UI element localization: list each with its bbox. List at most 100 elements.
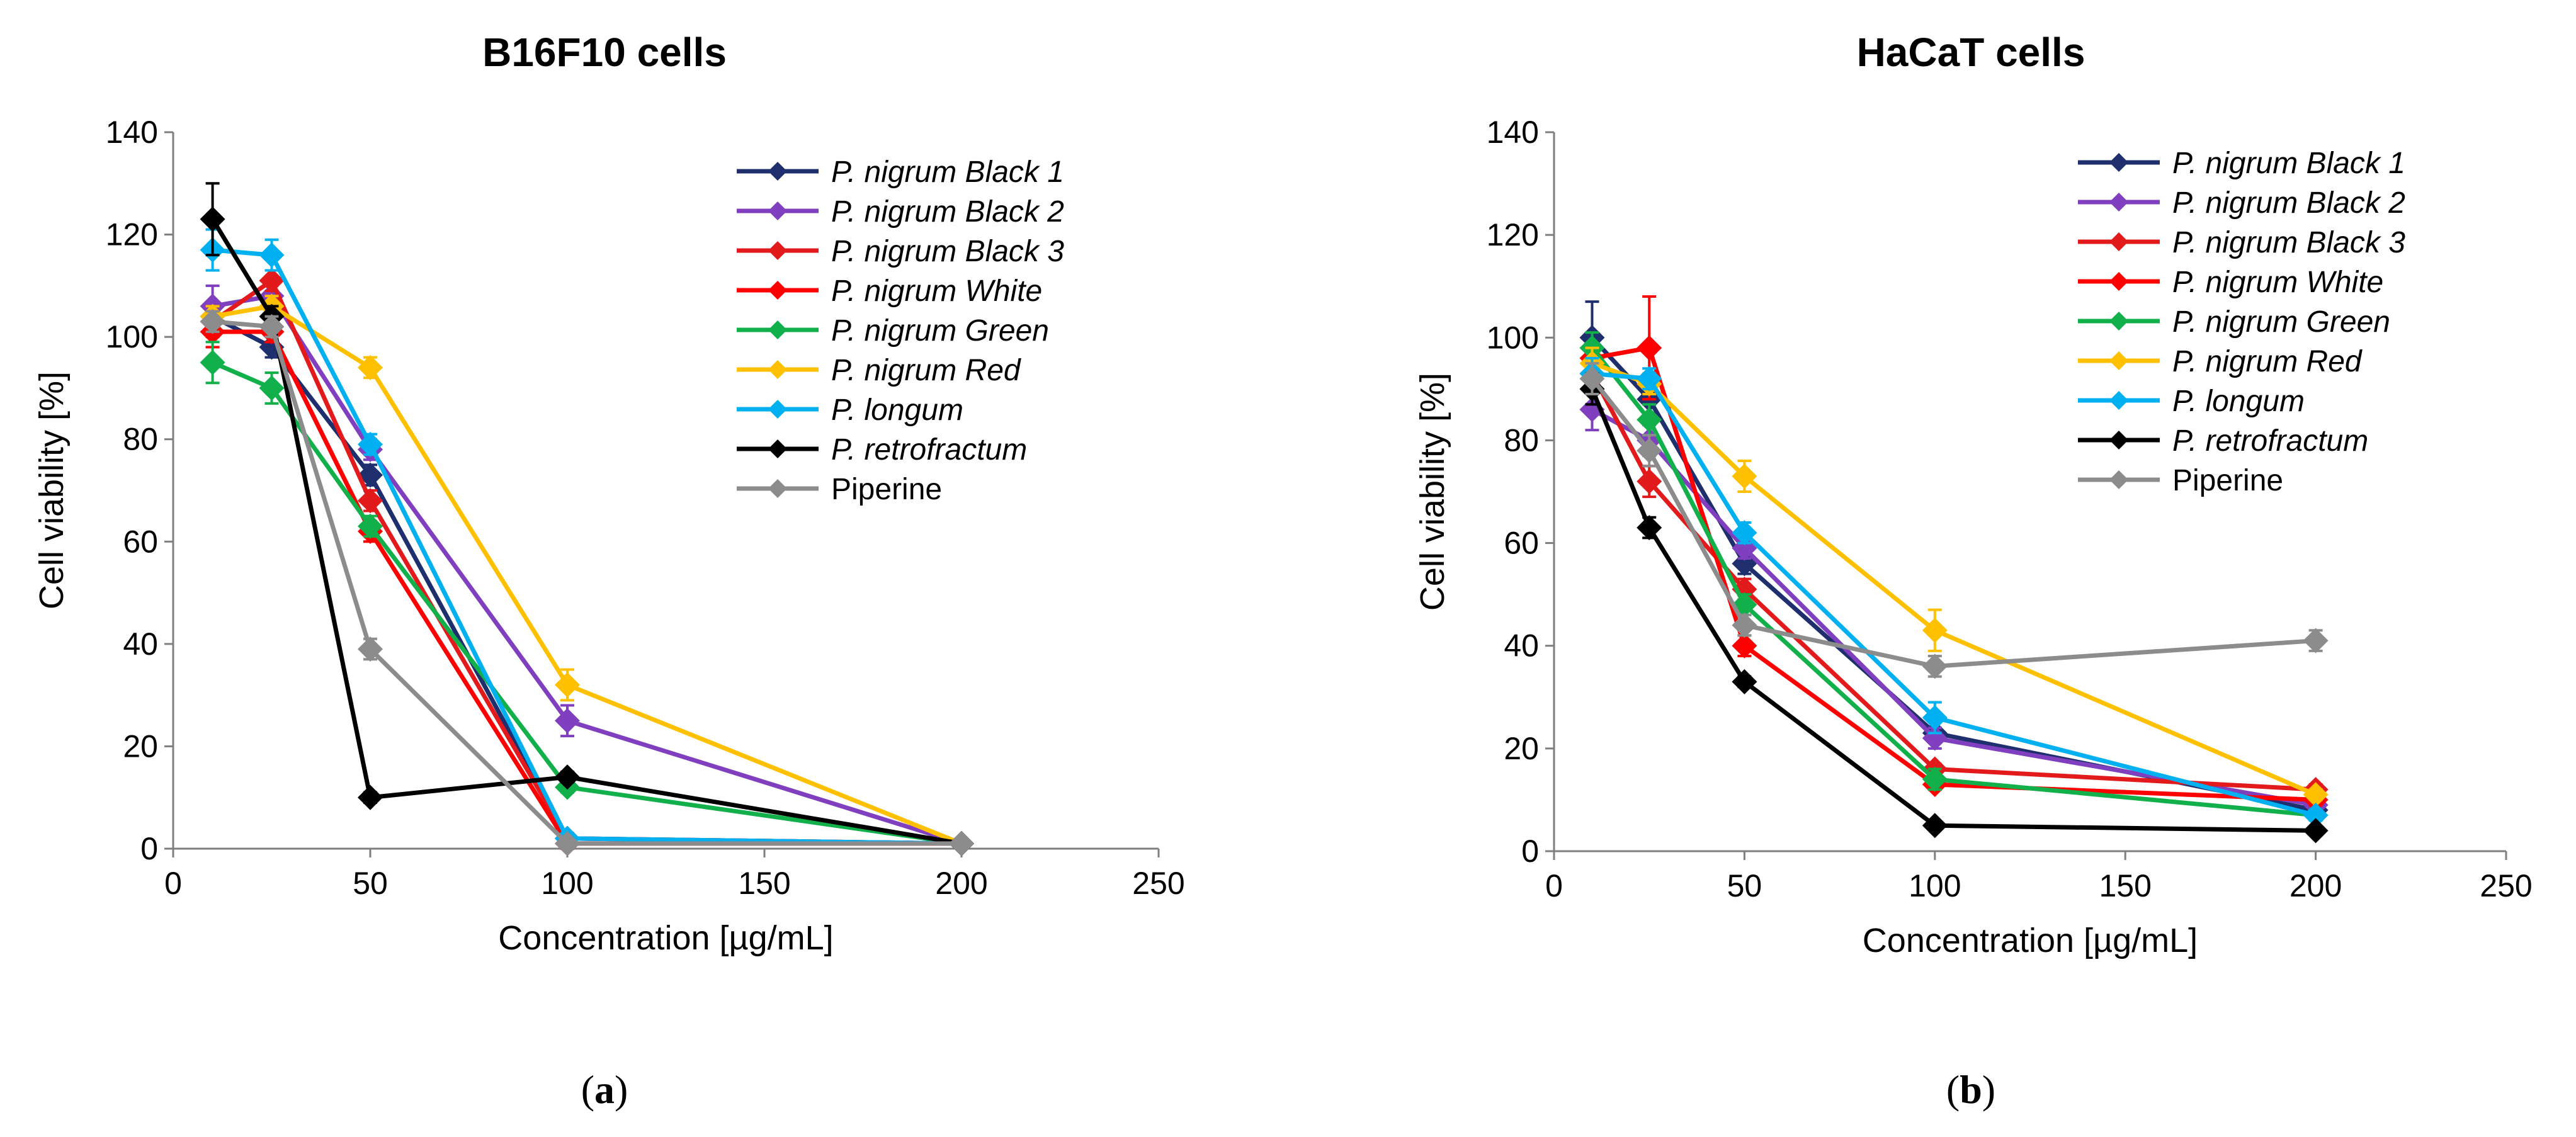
y-axis-label: Cell viability [%] — [33, 371, 71, 609]
chart-title: B16F10 cells — [482, 30, 727, 75]
panel-caption: (a) — [581, 1067, 628, 1112]
x-axis-label: Concentration [µg/mL] — [1863, 922, 2198, 959]
legend-marker — [768, 320, 787, 339]
data-point — [555, 708, 580, 733]
caption-paren-open: ( — [581, 1067, 594, 1112]
series-piperine — [200, 308, 974, 856]
caption-paren-open: ( — [1946, 1067, 1960, 1112]
data-point — [200, 206, 225, 232]
y-tick-label: 60 — [1504, 526, 1539, 561]
legend-label: P. nigrum Black 2 — [2172, 186, 2405, 220]
legend-label: P. nigrum Black 1 — [2172, 147, 2405, 180]
data-point — [1637, 407, 1662, 433]
legend-entry: P. longum — [2078, 385, 2305, 418]
legend-label: P. nigrum Green — [831, 314, 1049, 348]
data-point — [358, 636, 383, 662]
legend-entry: P. retrofractum — [737, 433, 1027, 467]
legend-marker — [768, 241, 787, 260]
legend-marker — [2109, 351, 2128, 370]
legend-marker — [2109, 193, 2128, 212]
legend-marker — [768, 360, 787, 379]
legend-entry: P. nigrum Black 1 — [2078, 147, 2405, 180]
series-line — [210, 218, 962, 846]
legend-marker — [768, 281, 787, 300]
legend-entry: P. nigrum White — [737, 274, 1042, 308]
legend-label: P. retrofractum — [831, 433, 1027, 467]
data-point — [358, 488, 383, 514]
data-point — [358, 354, 383, 380]
series-piperine — [1579, 362, 2329, 679]
legend-entry: Piperine — [2078, 464, 2283, 497]
x-tick-label: 50 — [1727, 868, 1762, 903]
data-point — [1732, 669, 1757, 694]
legend-marker — [768, 479, 787, 498]
y-tick-label: 80 — [1504, 422, 1539, 458]
legend-entry: P. nigrum Black 3 — [2078, 226, 2405, 259]
data-point — [1637, 515, 1662, 541]
legend-entry: Piperine — [737, 473, 942, 506]
y-tick-label: 0 — [1521, 834, 1539, 869]
x-tick-label: 50 — [353, 866, 388, 901]
data-point — [2303, 802, 2329, 828]
data-point — [555, 830, 580, 856]
y-tick-label: 100 — [1487, 320, 1539, 355]
chart-panel-b: HaCaT cells 0 20 40 60 80 100 120 140 0 50 100 150 20… — [1414, 30, 2533, 1112]
legend-entry: P. nigrum White — [2078, 266, 2383, 299]
data-point — [1732, 613, 1757, 638]
data-point — [1922, 704, 1948, 730]
data-point — [259, 242, 285, 268]
legend-entry: P. nigrum Green — [737, 314, 1049, 348]
data-point — [200, 308, 225, 334]
y-tick-label: 120 — [1487, 217, 1539, 252]
legend-entry: P. nigrum Red — [2078, 345, 2363, 378]
series-p-nigrum-black-1 — [1579, 300, 2329, 823]
data-point — [1922, 618, 1948, 643]
data-point — [1637, 335, 1662, 361]
y-tick-label: 100 — [106, 319, 158, 354]
legend-label: Piperine — [831, 473, 942, 506]
legend-marker — [2109, 312, 2128, 331]
x-tick-label: 200 — [2289, 868, 2342, 903]
data-point — [555, 672, 580, 698]
legend-label: P. nigrum Green — [2172, 305, 2390, 339]
x-tick-label: 100 — [541, 866, 593, 901]
legend-label: P. longum — [2172, 385, 2305, 418]
data-point — [2303, 818, 2329, 844]
caption-paren-close: ) — [1982, 1067, 1995, 1112]
x-tick-label: 0 — [164, 866, 182, 901]
legend-entry: P. nigrum Red — [737, 354, 1021, 387]
legend-entry: P. nigrum Black 2 — [737, 195, 1064, 229]
data-point — [259, 268, 285, 293]
y-tick-label: 140 — [1487, 115, 1539, 150]
data-point — [200, 349, 225, 375]
legend-label: P. nigrum Red — [831, 354, 1021, 387]
legend-label: P. nigrum White — [831, 274, 1042, 308]
data-point — [1637, 366, 1662, 392]
y-tick-label: 80 — [123, 422, 158, 457]
legend-label: P. longum — [831, 393, 963, 427]
data-point — [1732, 633, 1757, 659]
legend-marker — [2109, 391, 2128, 410]
data-point — [1637, 468, 1662, 494]
x-tick-label: 250 — [1132, 866, 1184, 901]
data-point — [358, 513, 383, 539]
x-axis-label: Concentration [µg/mL] — [498, 919, 833, 957]
data-point — [2303, 782, 2329, 808]
chart-title: HaCaT cells — [1857, 30, 2085, 75]
data-point — [1922, 813, 1948, 839]
legend-entry: P. nigrum Black 2 — [2078, 186, 2405, 220]
legend: P. nigrum Black 1 P. nigrum Black 2 P. nig… — [737, 156, 1064, 506]
panel-caption: (b) — [1946, 1067, 1995, 1112]
data-point — [1637, 438, 1662, 463]
legend-label: P. nigrum Black 3 — [2172, 226, 2405, 259]
x-tick-label: 150 — [738, 866, 790, 901]
caption-paren-close: ) — [615, 1067, 628, 1112]
y-tick-label: 20 — [1504, 731, 1539, 766]
y-tick-label: 120 — [106, 217, 158, 252]
data-point — [358, 784, 383, 810]
legend-marker — [768, 201, 787, 220]
y-tick-label: 0 — [140, 831, 158, 866]
caption-letter: a — [594, 1067, 615, 1112]
legend-label: P. nigrum Black 2 — [831, 195, 1064, 229]
